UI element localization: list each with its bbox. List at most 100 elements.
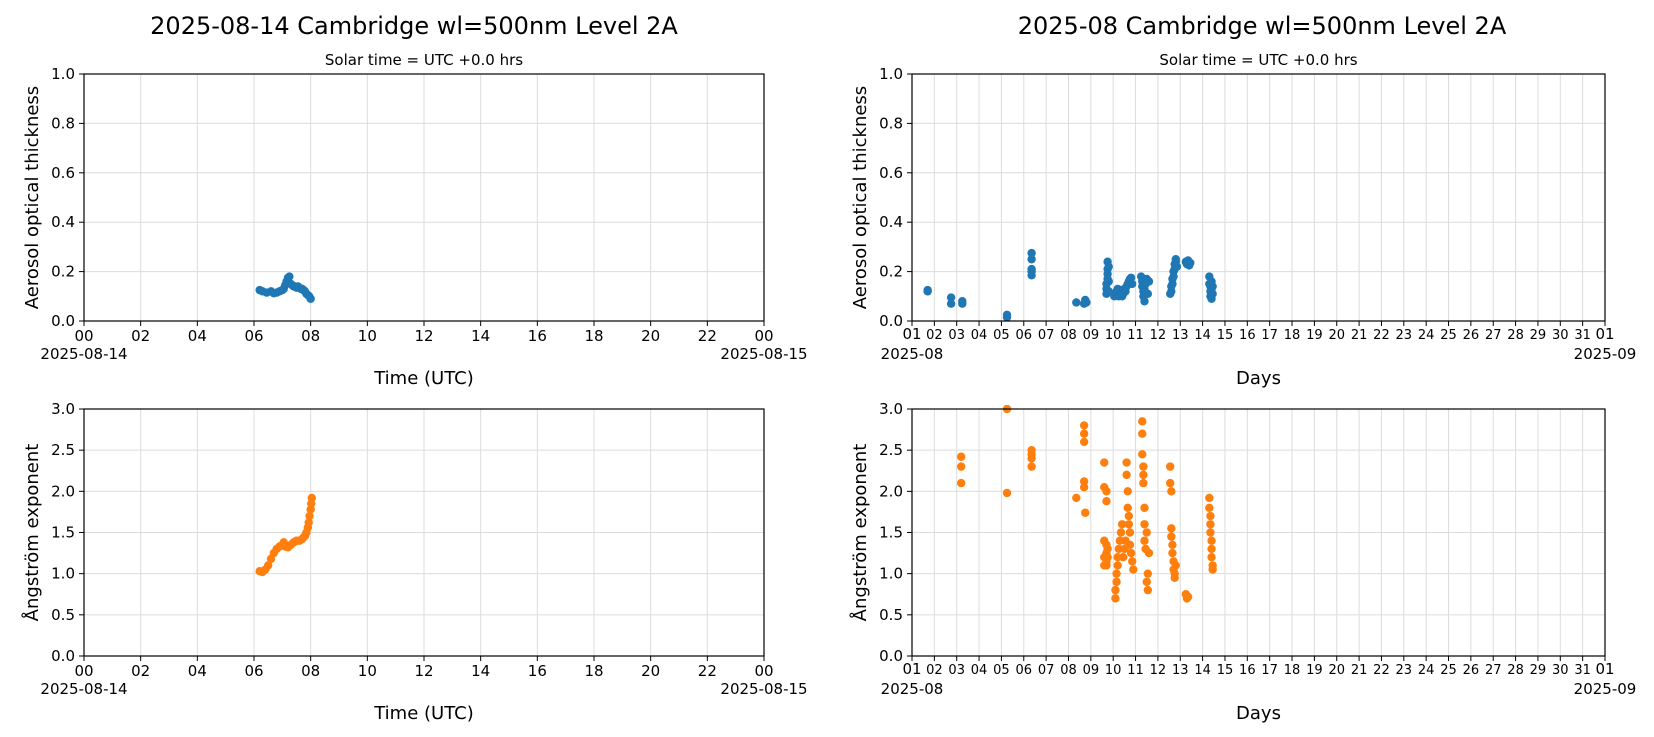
data-points bbox=[255, 272, 315, 303]
x-tick-label: 24 bbox=[1418, 328, 1435, 343]
y-tick-label: 1.5 bbox=[51, 524, 75, 542]
data-points bbox=[923, 248, 1217, 321]
data-point bbox=[1079, 421, 1089, 430]
x-tick-label: 21 bbox=[1351, 328, 1368, 343]
x-tick-label: 08 bbox=[301, 327, 320, 345]
y-tick-label: 1.5 bbox=[879, 524, 903, 542]
data-point bbox=[1140, 503, 1149, 512]
x-tick-label: 04 bbox=[188, 327, 207, 345]
x-tick-label: 20 bbox=[1328, 663, 1345, 678]
x-date-label: 2025-08-15 bbox=[720, 680, 807, 698]
x-tick-label: 19 bbox=[1306, 328, 1323, 343]
data-point bbox=[1167, 532, 1176, 541]
x-tick-label: 01 bbox=[1595, 660, 1614, 678]
x-tick-label: 17 bbox=[1261, 663, 1278, 678]
data-point bbox=[1079, 483, 1089, 492]
x-axis-label: Days bbox=[1236, 368, 1281, 389]
x-tick-label: 09 bbox=[1083, 663, 1100, 678]
y-tick-label: 0.0 bbox=[51, 647, 75, 665]
y-axis-label: Ångström exponent bbox=[849, 444, 871, 622]
x-tick-label: 12 bbox=[414, 662, 433, 680]
x-tick-label: 08 bbox=[1060, 663, 1077, 678]
data-point bbox=[1205, 493, 1214, 503]
data-point bbox=[1168, 548, 1177, 558]
data-point bbox=[1122, 470, 1131, 480]
y-tick-label: 0.2 bbox=[879, 263, 903, 281]
data-point bbox=[1102, 497, 1111, 506]
x-tick-label: 01 bbox=[902, 660, 921, 678]
data-point bbox=[1027, 255, 1036, 264]
x-tick-label: 29 bbox=[1530, 328, 1547, 343]
x-axis-label: Time (UTC) bbox=[373, 703, 474, 724]
left-figure-title: 2025-08-14 Cambridge wl=500nm Level 2A bbox=[150, 12, 678, 40]
x-tick-label: 08 bbox=[301, 662, 320, 680]
x-tick-label: 13 bbox=[1172, 663, 1189, 678]
x-tick-label: 08 bbox=[1060, 328, 1077, 343]
y-tick-label: 0.0 bbox=[879, 647, 903, 665]
x-tick-label: 18 bbox=[1284, 663, 1301, 678]
right-figure-title: 2025-08 Cambridge wl=500nm Level 2A bbox=[1018, 12, 1507, 40]
data-point bbox=[1104, 262, 1113, 271]
x-tick-label: 06 bbox=[244, 327, 263, 345]
data-point bbox=[1111, 585, 1120, 595]
data-point bbox=[1117, 520, 1127, 529]
x-tick-label: 25 bbox=[1440, 663, 1457, 678]
y-axis-label: Ångström exponent bbox=[21, 444, 43, 622]
x-tick-label: 20 bbox=[641, 327, 660, 345]
x-tick-label: 21 bbox=[1351, 663, 1368, 678]
data-point bbox=[1207, 553, 1216, 562]
data-point bbox=[1186, 258, 1195, 268]
data-point bbox=[946, 299, 956, 308]
x-tick-label: 22 bbox=[1373, 328, 1390, 343]
x-tick-label: 11 bbox=[1127, 663, 1144, 678]
data-point bbox=[1138, 429, 1147, 438]
x-tick-label: 06 bbox=[1016, 328, 1033, 343]
x-tick-label: 18 bbox=[584, 327, 603, 345]
y-tick-label: 3.0 bbox=[879, 400, 903, 418]
x-tick-label: 20 bbox=[641, 662, 660, 680]
data-point bbox=[1079, 429, 1089, 438]
x-tick-label: 10 bbox=[358, 662, 377, 680]
y-tick-label: 0.0 bbox=[51, 312, 75, 330]
x-date-label: 2025-08-14 bbox=[40, 345, 127, 363]
plot-subtitle: Solar time = UTC +0.0 hrs bbox=[325, 51, 523, 69]
y-tick-label: 0.0 bbox=[879, 312, 903, 330]
data-point bbox=[1127, 557, 1137, 566]
x-tick-label: 07 bbox=[1038, 663, 1055, 678]
x-tick-label: 14 bbox=[1194, 328, 1211, 343]
data-point bbox=[1206, 520, 1215, 529]
x-tick-label: 00 bbox=[754, 327, 773, 345]
x-tick-label: 14 bbox=[1194, 663, 1211, 678]
data-point bbox=[1144, 548, 1154, 558]
data-point bbox=[1100, 458, 1109, 467]
data-point bbox=[1208, 282, 1217, 291]
y-tick-label: 1.0 bbox=[879, 565, 903, 583]
x-tick-label: 18 bbox=[1284, 328, 1301, 343]
x-tick-label: 31 bbox=[1574, 328, 1591, 343]
plot-frame bbox=[911, 73, 1606, 322]
x-tick-label: 05 bbox=[993, 663, 1010, 678]
x-tick-label: 03 bbox=[948, 328, 965, 343]
x-tick-label: 23 bbox=[1396, 663, 1413, 678]
y-tick-label: 1.0 bbox=[51, 565, 75, 583]
x-tick-label: 02 bbox=[926, 663, 943, 678]
data-point bbox=[946, 293, 956, 302]
data-point bbox=[1124, 520, 1134, 529]
data-point bbox=[285, 272, 294, 281]
x-tick-label: 04 bbox=[188, 662, 207, 680]
x-date-label: 2025-09 bbox=[1574, 680, 1637, 698]
data-point bbox=[1082, 298, 1091, 307]
data-point bbox=[1206, 528, 1215, 537]
monthly-aot-panel: 01 02 03 04 05 06 07 08 09 10 11 12 13 14 15 16 17 18 19 20… bbox=[850, 51, 1636, 389]
x-tick-label: 18 bbox=[584, 662, 603, 680]
x-tick-label: 10 bbox=[358, 327, 377, 345]
data-point bbox=[1081, 508, 1090, 517]
data-point bbox=[1123, 487, 1132, 496]
data-point bbox=[1143, 569, 1153, 578]
y-tick-label: 0.5 bbox=[51, 606, 75, 624]
x-tick-label: 02 bbox=[926, 328, 943, 343]
data-point bbox=[305, 511, 314, 521]
x-tick-label: 11 bbox=[1127, 328, 1144, 343]
